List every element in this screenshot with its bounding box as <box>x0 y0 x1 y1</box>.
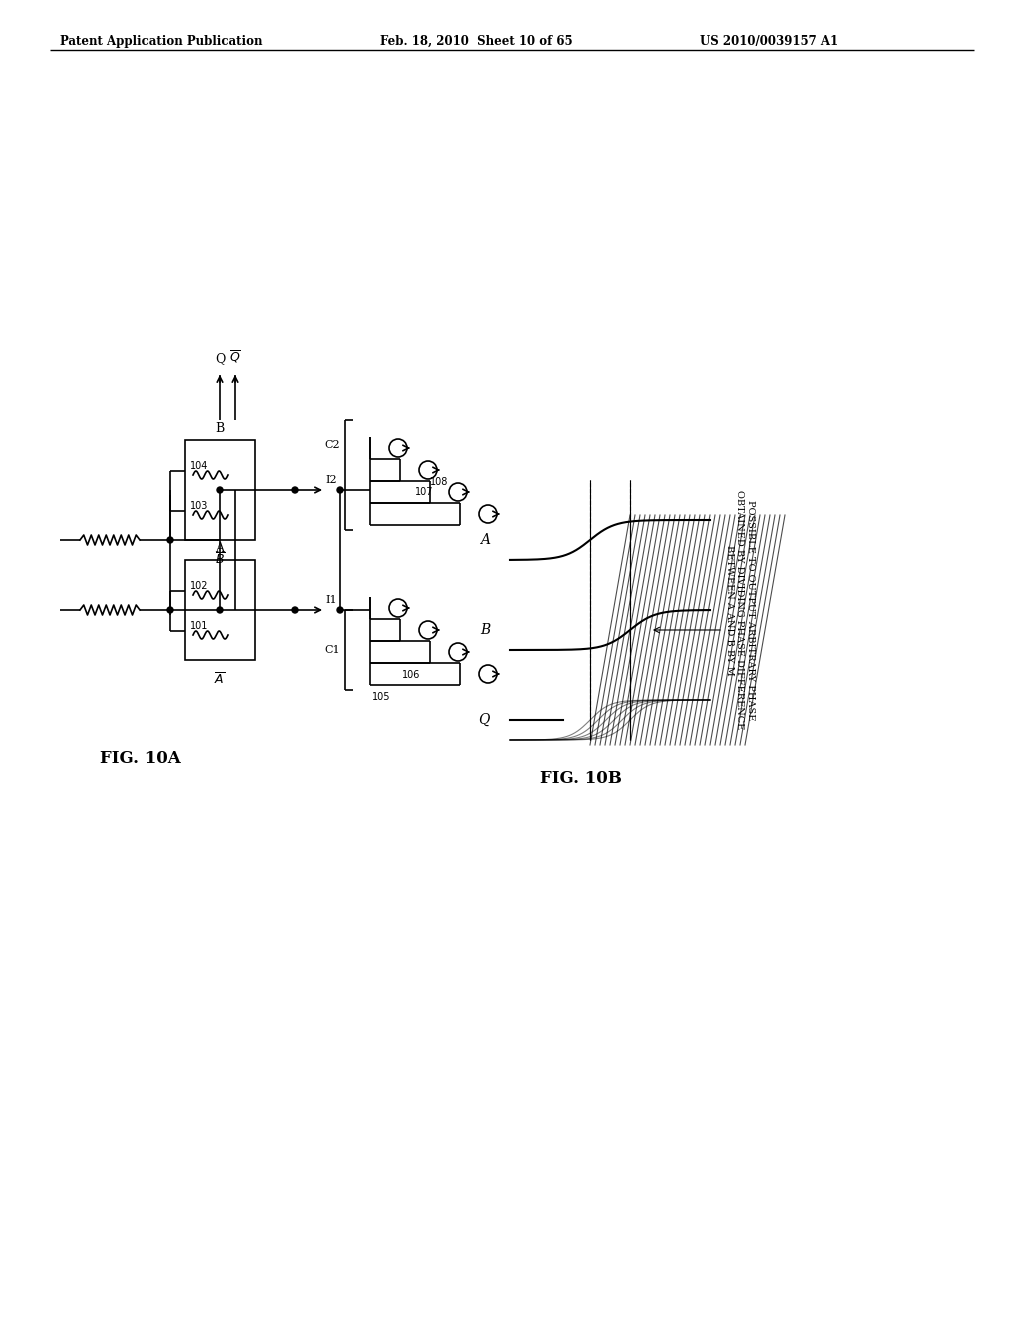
Text: 102: 102 <box>190 581 209 591</box>
Text: A: A <box>480 533 490 546</box>
Text: 108: 108 <box>430 477 449 487</box>
Circle shape <box>292 607 298 612</box>
Text: C1: C1 <box>325 645 340 655</box>
Text: I1: I1 <box>325 595 337 605</box>
Text: I2: I2 <box>325 475 337 484</box>
Circle shape <box>479 665 497 682</box>
Text: C2: C2 <box>325 440 340 450</box>
Text: B: B <box>480 623 490 638</box>
Circle shape <box>292 487 298 492</box>
Text: A: A <box>215 543 224 554</box>
Circle shape <box>337 607 343 612</box>
Circle shape <box>217 607 223 612</box>
Text: 107: 107 <box>415 487 433 498</box>
Text: $\overline{Q}$: $\overline{Q}$ <box>229 348 241 366</box>
Bar <box>590 705 630 735</box>
Circle shape <box>419 620 437 639</box>
Text: $\overline{A}$: $\overline{A}$ <box>214 672 225 688</box>
Bar <box>185 560 255 660</box>
Circle shape <box>167 537 173 543</box>
Circle shape <box>389 440 407 457</box>
Bar <box>185 440 255 540</box>
Text: 106: 106 <box>402 671 421 680</box>
Text: Q: Q <box>215 352 225 366</box>
Text: 103: 103 <box>190 502 208 511</box>
Text: 104: 104 <box>190 461 208 471</box>
Text: FIG. 10B: FIG. 10B <box>540 770 622 787</box>
Text: Feb. 18, 2010  Sheet 10 of 65: Feb. 18, 2010 Sheet 10 of 65 <box>380 36 572 48</box>
Text: Patent Application Publication: Patent Application Publication <box>60 36 262 48</box>
Circle shape <box>167 607 173 612</box>
Text: POSSIBLE TO OUTPUT ARBITRARY PHASE
OBTAINED BY DIVIDING PHASE DIFFERENCE
BETWEEN: POSSIBLE TO OUTPUT ARBITRARY PHASE OBTAI… <box>725 490 755 730</box>
Circle shape <box>479 506 497 523</box>
Circle shape <box>389 599 407 616</box>
Text: B: B <box>215 422 224 436</box>
Circle shape <box>449 643 467 661</box>
Circle shape <box>449 483 467 502</box>
Text: $\overline{B}$: $\overline{B}$ <box>215 552 225 568</box>
Text: 105: 105 <box>372 692 390 702</box>
Text: 101: 101 <box>190 620 208 631</box>
Circle shape <box>217 487 223 492</box>
Text: FIG. 10A: FIG. 10A <box>100 750 181 767</box>
Circle shape <box>337 487 343 492</box>
Circle shape <box>419 461 437 479</box>
Text: Q: Q <box>478 713 490 727</box>
Text: US 2010/0039157 A1: US 2010/0039157 A1 <box>700 36 838 48</box>
